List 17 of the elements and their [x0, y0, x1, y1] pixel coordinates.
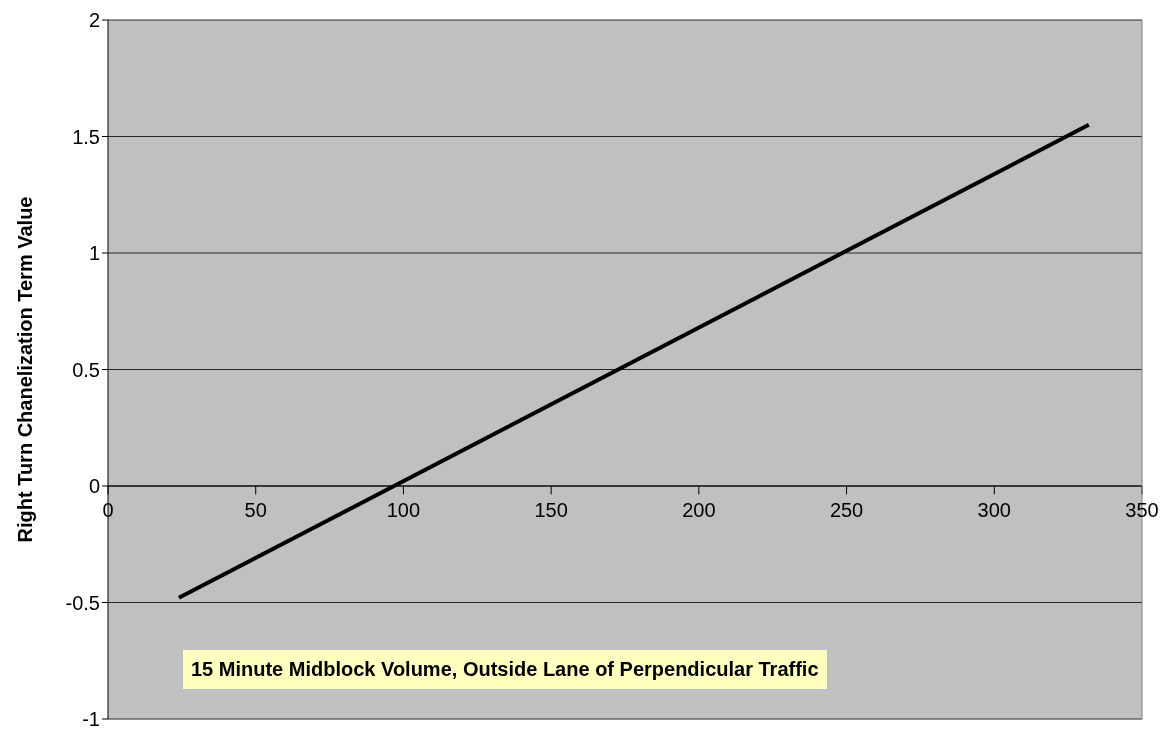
x-tick-label: 200: [682, 498, 716, 521]
y-tick-label: 0: [88, 475, 100, 498]
x-tick-label: 150: [534, 498, 568, 521]
x-tick-label: 350: [1125, 498, 1159, 521]
y-tick-label: 1.5: [72, 125, 100, 148]
x-axis-title: 15 Minute Midblock Volume, Outside Lane of Perpendicular Traffic: [183, 650, 827, 689]
x-tick-label: 250: [829, 498, 864, 521]
x-tick-label: 50: [244, 498, 267, 521]
y-tick-label: -1: [82, 708, 100, 731]
y-tick-label: -0.5: [65, 591, 100, 614]
x-tick-label: 100: [386, 498, 421, 521]
x-tick-label: 0: [102, 498, 114, 521]
y-axis-title: Right Turn Chanelization Term Value: [14, 196, 37, 543]
x-tick-label: 300: [977, 498, 1011, 521]
y-tick-label: 1: [88, 242, 100, 265]
y-tick-label: 2: [88, 9, 100, 32]
y-tick-label: 0.5: [72, 358, 100, 381]
